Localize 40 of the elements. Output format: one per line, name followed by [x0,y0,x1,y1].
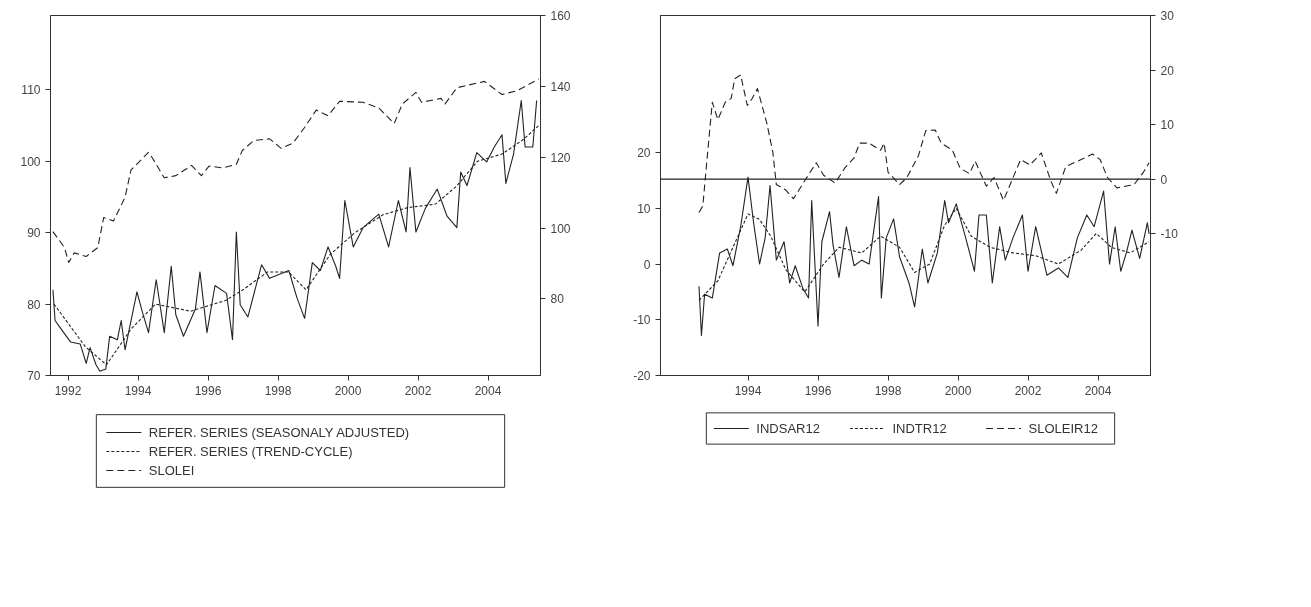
y2-tick-label: -10 [1160,227,1179,242]
y2-tick-label: 140 [550,79,571,94]
x-tick-label: 1992 [54,383,82,398]
x-tick-label: 1994 [734,383,762,398]
y-tick-label: 90 [27,226,41,241]
y2-tick-label: 30 [1160,9,1175,23]
x-tick-label: 2004 [474,383,502,398]
y2-tick-label: 120 [550,150,571,165]
x-tick-label: 2002 [404,383,432,398]
y2-tick-label: 20 [1160,63,1175,78]
y-tick-label: 110 [21,83,41,98]
legend-label: INDTR12 [892,421,947,436]
y-tick-label: 100 [20,154,41,169]
y-tick-label: 80 [27,297,41,312]
legend-label: SLOLEI [148,463,195,478]
y-tick-label: 0 [643,257,651,272]
y2-tick-label: 0 [1160,172,1168,187]
y2-tick-label: 100 [550,221,571,236]
y-tick-label: -10 [633,313,651,328]
y2-tick-label: 160 [550,9,571,23]
x-tick-label: 2000 [334,383,362,398]
y2-tick-label: 80 [550,292,565,307]
x-tick-label: 2000 [944,383,972,398]
y-tick-label: -20 [633,369,651,383]
legend-label: REFER. SERIES (TREND-CYCLE) [148,444,353,459]
legend-label: SLOLEIR12 [1028,421,1098,436]
x-tick-label: 2004 [1084,383,1112,398]
x-tick-label: 1996 [804,383,832,398]
x-tick-label: 1996 [194,383,222,398]
legend-label: INDSAR12 [756,421,820,436]
y-tick-label: 10 [637,201,651,216]
x-tick-label: 1994 [124,383,152,398]
x-tick-label: 2002 [1014,383,1042,398]
x-tick-label: 1998 [874,383,902,398]
x-tick-label: 1998 [264,383,292,398]
y-tick-label: 70 [27,369,41,383]
line-series [52,78,540,264]
y2-tick-label: 10 [1160,118,1175,133]
y-tick-label: 20 [637,146,651,161]
legend-label: REFER. SERIES (SEASONALY ADJUSTED) [148,425,410,440]
